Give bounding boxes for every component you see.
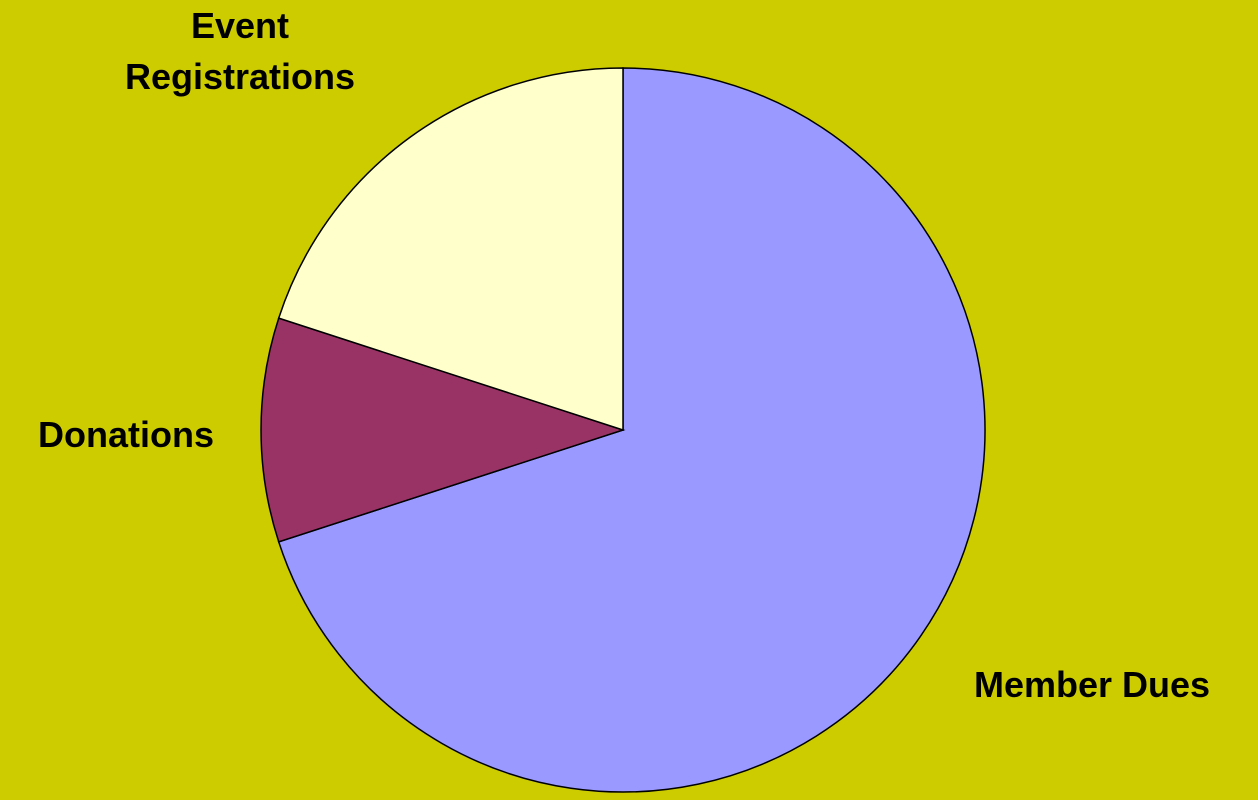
slice-label-line: Registrations xyxy=(125,56,355,97)
slice-label-line: Member Dues xyxy=(974,664,1210,705)
pie-slices xyxy=(261,68,985,792)
slice-label-member-dues: Member Dues xyxy=(974,664,1210,705)
slice-label-line: Event xyxy=(191,5,289,46)
slice-label-line: Donations xyxy=(38,414,214,455)
slice-label-donations: Donations xyxy=(38,414,214,455)
slice-label-event-registrations: Event Registrations xyxy=(125,5,355,97)
